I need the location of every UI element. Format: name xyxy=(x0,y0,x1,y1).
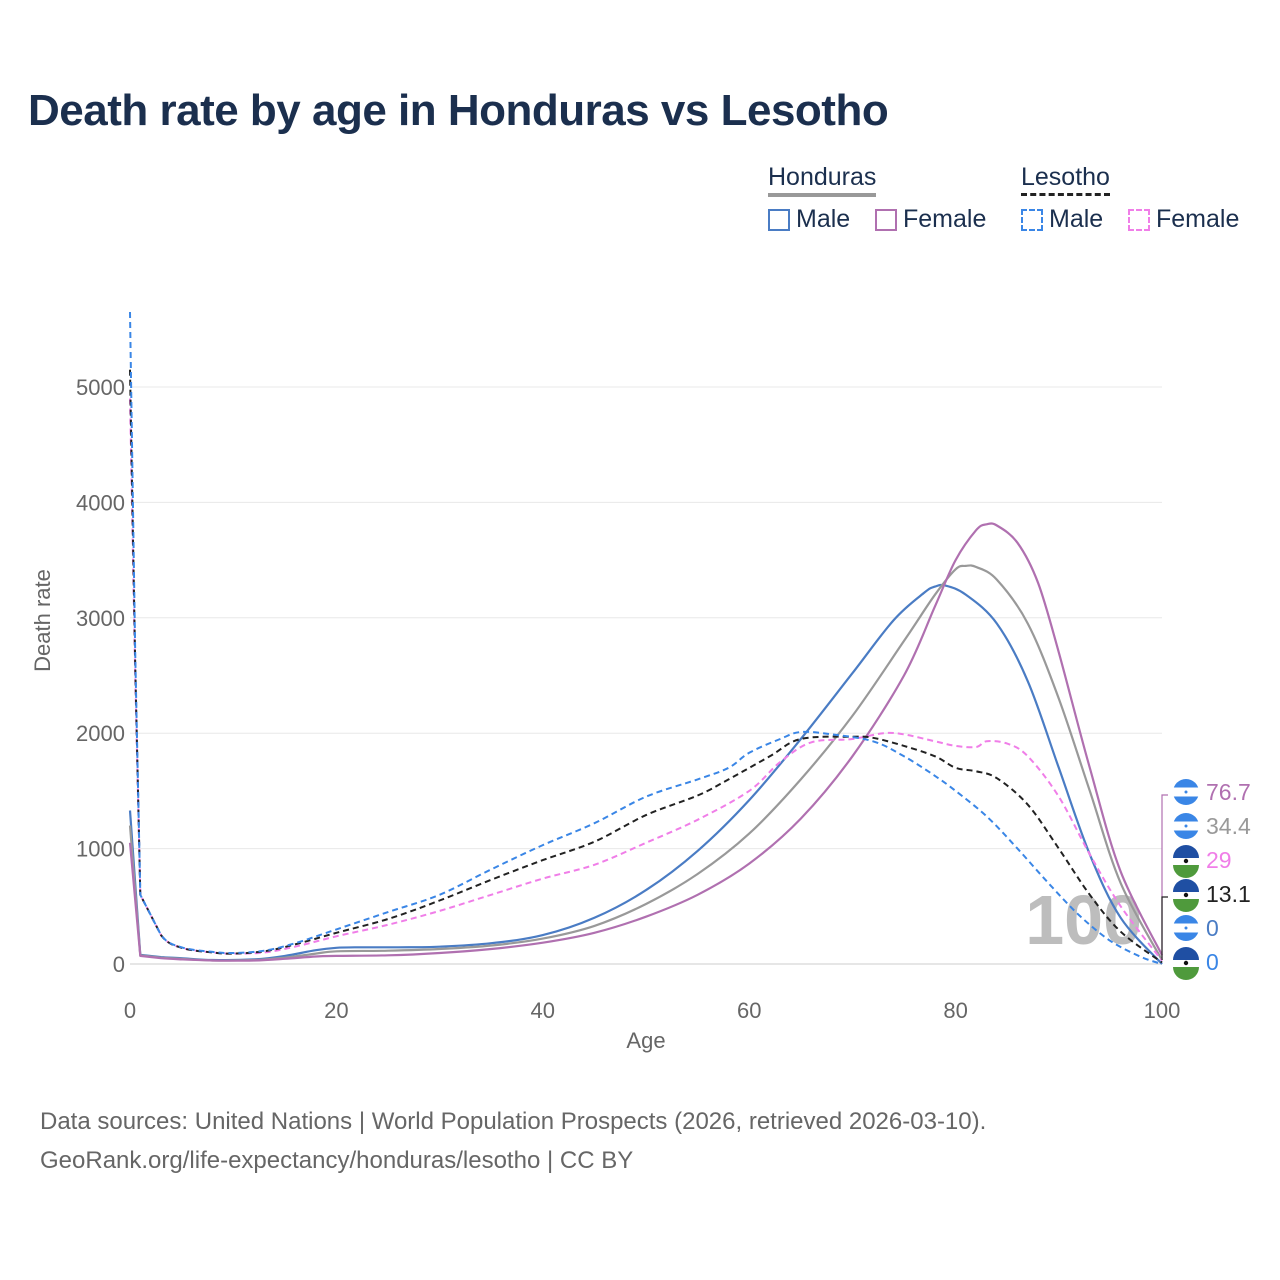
footer-sources: Data sources: United Nations | World Pop… xyxy=(40,1108,987,1135)
end-label-5[interactable]: 0 xyxy=(1173,947,1219,980)
honduras-flag-star xyxy=(1184,824,1188,828)
legend-group-honduras-line xyxy=(768,193,877,197)
y-tick-label: 4000 xyxy=(76,490,125,515)
x-tick-label: 40 xyxy=(531,998,555,1023)
legend-swatch-honduras-female xyxy=(875,208,897,231)
end-labels: 76.7 34.4 29 13.1 0 0 xyxy=(1161,779,1251,980)
lesotho-flag-blue xyxy=(1173,947,1199,960)
end-label-value: 13.1 xyxy=(1206,881,1251,907)
legend-group-honduras[interactable]: Honduras xyxy=(768,163,877,197)
legend-item-honduras-male[interactable]: Male xyxy=(768,205,850,234)
honduras-flag-star xyxy=(1184,790,1188,794)
legend-group-lesotho-label: Lesotho xyxy=(1021,163,1110,191)
series-line-honduras-male[interactable] xyxy=(128,583,1163,965)
x-ticks: 0 20 40 60 80 100 xyxy=(124,998,1180,1023)
y-tick-label: 1000 xyxy=(76,837,125,862)
legend-item-lesotho-male[interactable]: Male xyxy=(1021,205,1103,234)
lesotho-flag-blue xyxy=(1173,845,1199,858)
lesotho-flag-green xyxy=(1173,865,1199,878)
end-label-0[interactable]: 76.7 xyxy=(1173,779,1251,805)
x-tick-label: 60 xyxy=(737,998,761,1023)
legend-label-honduras-female: Female xyxy=(903,205,987,233)
honduras-flag-star xyxy=(1184,926,1188,930)
legend-label-honduras-male: Male xyxy=(796,205,851,233)
series-line-honduras-female[interactable] xyxy=(128,522,1163,962)
lesotho-flag-hat xyxy=(1183,960,1189,966)
x-axis-title: Age xyxy=(626,1028,665,1053)
y-tick-label: 5000 xyxy=(76,375,125,400)
x-tick-label: 100 xyxy=(1144,998,1181,1023)
end-label-value: 76.7 xyxy=(1206,779,1251,805)
legend-item-honduras-female[interactable]: Female xyxy=(875,205,986,234)
end-label-4[interactable]: 0 xyxy=(1173,915,1219,941)
end-label-value: 0 xyxy=(1206,949,1219,975)
x-tick-label: 0 xyxy=(124,998,136,1023)
series-line-lesotho-female[interactable] xyxy=(129,398,1163,962)
legend-swatch-lesotho-female xyxy=(1128,208,1150,231)
legend-group-lesotho-line xyxy=(1021,193,1110,196)
x-tick-label: 80 xyxy=(943,998,967,1023)
legend-swatch-lesotho-male xyxy=(1021,208,1043,231)
end-label-value: 29 xyxy=(1206,847,1232,873)
end-label-2[interactable]: 29 xyxy=(1173,845,1232,878)
lesotho-flag-green xyxy=(1173,967,1199,980)
legend-label-lesotho-male: Male xyxy=(1049,205,1104,233)
lesotho-flag-hat xyxy=(1183,892,1189,898)
legend-label-lesotho-female: Female xyxy=(1156,205,1240,233)
end-label-3[interactable]: 13.1 xyxy=(1173,879,1251,912)
y-tick-label: 0 xyxy=(113,952,125,977)
series-line-lesotho-male[interactable] xyxy=(129,311,1163,965)
end-label-value: 34.4 xyxy=(1206,813,1251,839)
lesotho-flag-blue xyxy=(1173,879,1199,892)
legend-swatch-honduras-male xyxy=(768,208,790,231)
footer-link[interactable]: GeoRank.org/life-expectancy/honduras/les… xyxy=(40,1147,634,1174)
lesotho-flag-green xyxy=(1173,899,1199,912)
legend-group-honduras-label: Honduras xyxy=(768,163,877,191)
legend-group-lesotho[interactable]: Lesotho xyxy=(1021,163,1110,196)
x-tick-label: 20 xyxy=(324,998,348,1023)
legend-item-lesotho-female[interactable]: Female xyxy=(1128,205,1239,234)
connector-honduras-female xyxy=(1161,794,1168,960)
y-tick-label: 3000 xyxy=(76,606,125,631)
y-axis-title: Death rate xyxy=(30,569,55,672)
y-tick-label: 2000 xyxy=(76,721,125,746)
grid-lines xyxy=(130,386,1162,965)
end-label-value: 0 xyxy=(1206,915,1219,941)
chart-title: Death rate by age in Honduras vs Lesotho xyxy=(28,86,889,135)
lesotho-flag-hat xyxy=(1183,858,1189,864)
series-lines xyxy=(128,311,1163,965)
y-ticks: 0 1000 2000 3000 4000 5000 xyxy=(76,375,125,977)
series-line-honduras-total[interactable] xyxy=(128,564,1163,962)
series-line-lesotho-total[interactable] xyxy=(129,369,1163,964)
connector-lesotho-total xyxy=(1161,896,1168,960)
end-label-1[interactable]: 34.4 xyxy=(1173,813,1251,839)
